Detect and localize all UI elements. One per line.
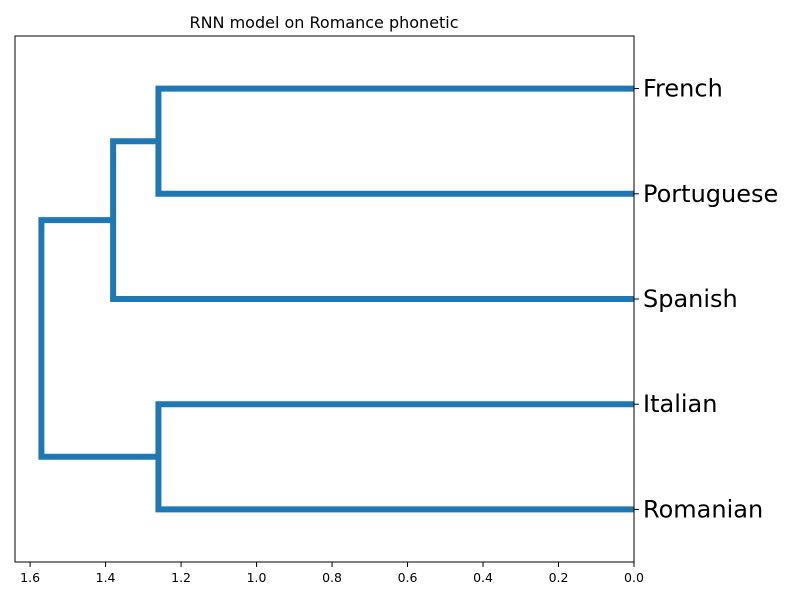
dendrogram-link-4 [38,217,159,460]
dendrogram-link-1 [155,85,634,197]
x-axis: 1.6 1.4 1.2 1.0 0.8 0.6 0.4 0.2 0.0 [20,562,644,585]
x-tick-label: 0.8 [322,570,342,585]
leaf-label-spanish: Spanish [643,285,738,313]
x-tick-label: 0.0 [624,570,644,585]
leaf-label-portuguese: Portuguese [643,180,778,208]
leaf-labels: French Portuguese Spanish Italian Romanian [634,75,778,523]
x-tick-label: 1.6 [20,570,40,585]
x-tick-label: 1.2 [171,570,191,585]
x-tick-label: 0.6 [398,570,418,585]
x-tick-label: 0.2 [549,570,569,585]
dendrogram-link-3 [155,401,634,513]
leaf-label-italian: Italian [643,390,717,418]
x-tick-label: 1.0 [247,570,267,585]
chart-title: RNN model on Romance phonetic [189,13,458,32]
leaf-label-french: French [643,75,723,103]
dendrogram-link-2 [110,138,634,302]
x-tick-label: 1.4 [96,570,116,585]
x-tick-label: 0.4 [473,570,493,585]
dendrogram-links [38,85,634,513]
leaf-label-romanian: Romanian [643,495,763,523]
